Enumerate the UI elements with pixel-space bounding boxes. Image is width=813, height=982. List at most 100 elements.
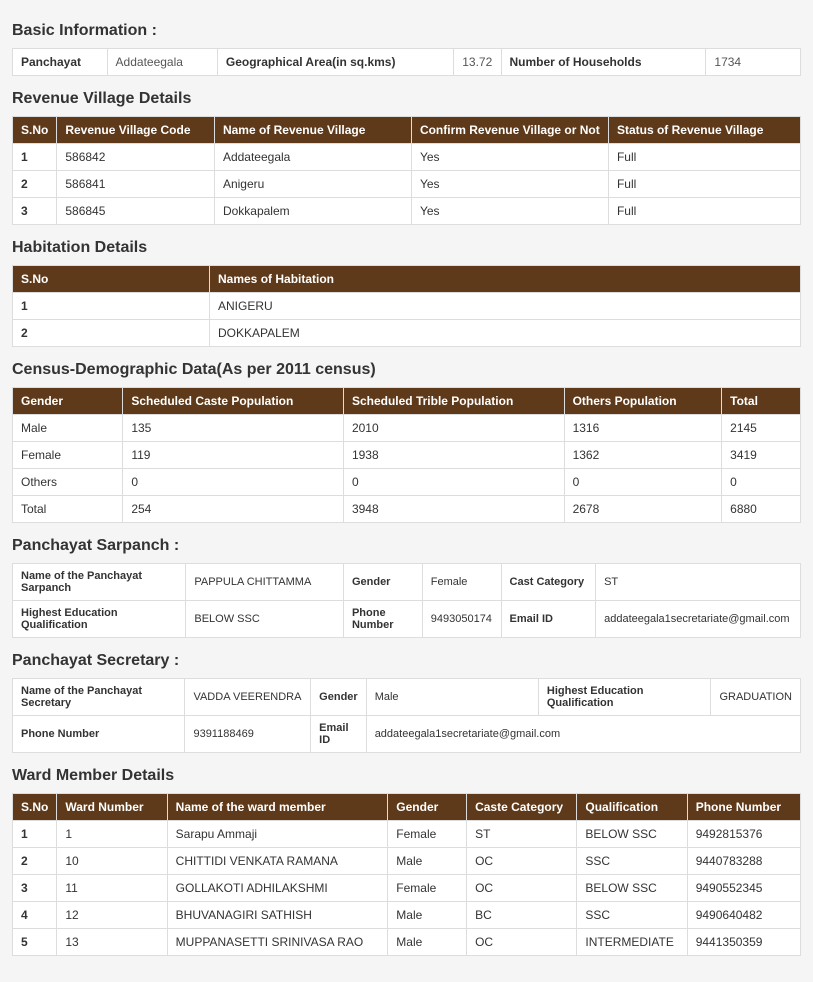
cell-sno: 2 [13, 171, 57, 198]
cell-total: 2145 [722, 415, 801, 442]
cell-code: 586842 [57, 144, 215, 171]
cell-phone: 9490552345 [687, 875, 800, 902]
cell-sc: 0 [123, 469, 344, 496]
cell-status: Full [608, 144, 800, 171]
households-label: Number of Households [501, 49, 706, 76]
cell-confirm: Yes [411, 144, 608, 171]
sarpanch-edu-label: Highest Education Qualification [13, 601, 186, 638]
cell-gender: Total [13, 496, 123, 523]
col-status: Status of Revenue Village [608, 117, 800, 144]
geo-label: Geographical Area(in sq.kms) [217, 49, 453, 76]
cell-wardno: 11 [57, 875, 167, 902]
cell-confirm: Yes [411, 198, 608, 225]
cell-confirm: Yes [411, 171, 608, 198]
sarpanch-phone-value: 9493050174 [422, 601, 501, 638]
sarpanch-name-value: PAPPULA CHITTAMMA [186, 564, 344, 601]
cell-gender: Female [388, 875, 467, 902]
cell-wardno: 1 [57, 821, 167, 848]
cell-gender: Others [13, 469, 123, 496]
cell-gender: Male [388, 902, 467, 929]
secretary-email-label: Email ID [311, 716, 367, 753]
cell-sno: 4 [13, 902, 57, 929]
sarpanch-caste-label: Cast Category [501, 564, 596, 601]
cell-caste: OC [467, 929, 577, 956]
sarpanch-name-label: Name of the Panchayat Sarpanch [13, 564, 186, 601]
table-row: 513MUPPANASETTI SRINIVASA RAOMaleOCINTER… [13, 929, 801, 956]
col-caste: Caste Category [467, 794, 577, 821]
col-sno: S.No [13, 266, 210, 293]
geo-value: 13.72 [454, 49, 501, 76]
table-row: 11Sarapu AmmajiFemaleSTBELOW SSC94928153… [13, 821, 801, 848]
cell-sc: 254 [123, 496, 344, 523]
cell-sno: 1 [13, 821, 57, 848]
col-others: Others Population [564, 388, 722, 415]
table-row: Male135201013162145 [13, 415, 801, 442]
table-header-row: S.No Revenue Village Code Name of Revenu… [13, 117, 801, 144]
table-row: Others0000 [13, 469, 801, 496]
secretary-phone-label: Phone Number [13, 716, 185, 753]
cell-wardno: 12 [57, 902, 167, 929]
table-row: 412BHUVANAGIRI SATHISHMaleBCSSC949064048… [13, 902, 801, 929]
col-st: Scheduled Trible Population [343, 388, 564, 415]
basic-info-table: Panchayat Addateegala Geographical Area(… [12, 48, 801, 76]
table-row: Phone Number 9391188469 Email ID addatee… [13, 716, 801, 753]
cell-gender: Male [13, 415, 123, 442]
cell-qual: INTERMEDIATE [577, 929, 687, 956]
cell-name: Dokkapalem [214, 198, 411, 225]
cell-total: 0 [722, 469, 801, 496]
secretary-edu-value: GRADUATION [711, 679, 801, 716]
table-row: Name of the Panchayat Sarpanch PAPPULA C… [13, 564, 801, 601]
panchayat-value: Addateegala [107, 49, 217, 76]
revenue-village-table: S.No Revenue Village Code Name of Revenu… [12, 116, 801, 225]
table-row: Female119193813623419 [13, 442, 801, 469]
col-gender: Gender [13, 388, 123, 415]
cell-status: Full [608, 198, 800, 225]
sarpanch-gender-value: Female [422, 564, 501, 601]
cell-phone: 9492815376 [687, 821, 800, 848]
cell-st: 3948 [343, 496, 564, 523]
table-row: 2DOKKAPALEM [13, 320, 801, 347]
cell-wardno: 13 [57, 929, 167, 956]
secretary-name-value: VADDA VEERENDRA [185, 679, 311, 716]
sarpanch-table: Name of the Panchayat Sarpanch PAPPULA C… [12, 563, 801, 638]
cell-others: 2678 [564, 496, 722, 523]
table-row: 311GOLLAKOTI ADHILAKSHMIFemaleOCBELOW SS… [13, 875, 801, 902]
cell-name: ANIGERU [210, 293, 801, 320]
col-gender: Gender [388, 794, 467, 821]
secretary-table: Name of the Panchayat Secretary VADDA VE… [12, 678, 801, 753]
cell-name: Addateegala [214, 144, 411, 171]
col-name: Names of Habitation [210, 266, 801, 293]
col-name: Name of the ward member [167, 794, 388, 821]
ward-title: Ward Member Details [12, 767, 801, 785]
cell-sno: 1 [13, 144, 57, 171]
cell-name: CHITTIDI VENKATA RAMANA [167, 848, 388, 875]
cell-gender: Female [388, 821, 467, 848]
table-header-row: Gender Scheduled Caste Population Schedu… [13, 388, 801, 415]
col-total: Total [722, 388, 801, 415]
table-row: Total254394826786880 [13, 496, 801, 523]
cell-gender: Male [388, 929, 467, 956]
cell-code: 586845 [57, 198, 215, 225]
cell-caste: BC [467, 902, 577, 929]
cell-phone: 9440783288 [687, 848, 800, 875]
sarpanch-email-label: Email ID [501, 601, 596, 638]
cell-gender: Male [388, 848, 467, 875]
cell-phone: 9490640482 [687, 902, 800, 929]
cell-gender: Female [13, 442, 123, 469]
cell-qual: BELOW SSC [577, 821, 687, 848]
col-phone: Phone Number [687, 794, 800, 821]
cell-name: Sarapu Ammaji [167, 821, 388, 848]
cell-caste: ST [467, 821, 577, 848]
table-row: 3586845DokkapalemYesFull [13, 198, 801, 225]
cell-name: DOKKAPALEM [210, 320, 801, 347]
cell-total: 3419 [722, 442, 801, 469]
table-header-row: S.No Ward Number Name of the ward member… [13, 794, 801, 821]
secretary-edu-label: Highest Education Qualification [538, 679, 711, 716]
table-row: Highest Education Qualification BELOW SS… [13, 601, 801, 638]
sarpanch-phone-label: Phone Number [343, 601, 422, 638]
cell-name: MUPPANASETTI SRINIVASA RAO [167, 929, 388, 956]
cell-sc: 119 [123, 442, 344, 469]
cell-sc: 135 [123, 415, 344, 442]
secretary-name-label: Name of the Panchayat Secretary [13, 679, 185, 716]
cell-code: 586841 [57, 171, 215, 198]
